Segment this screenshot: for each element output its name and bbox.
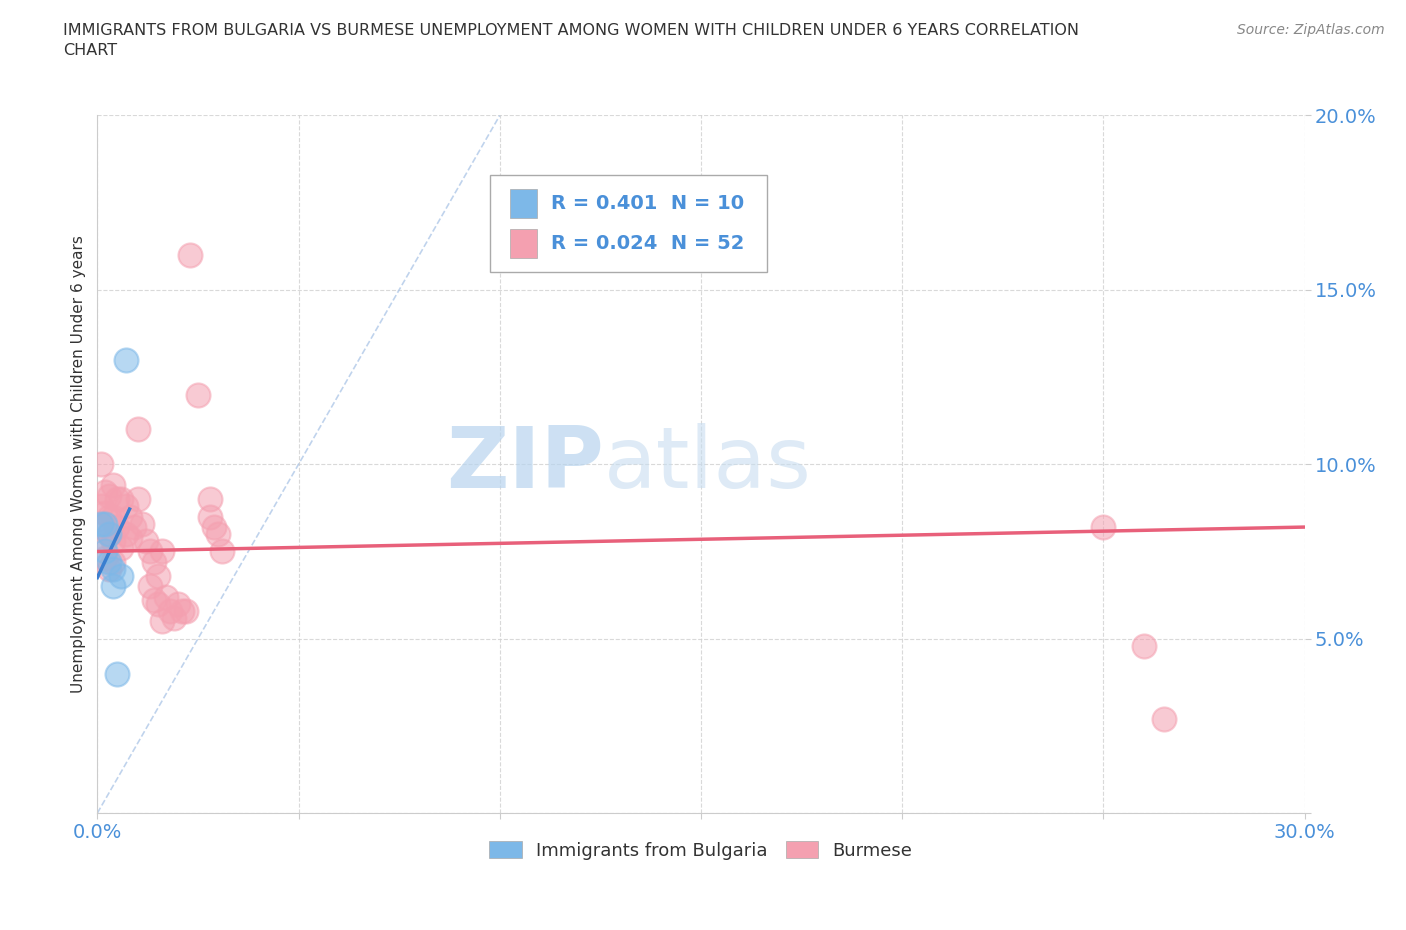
Point <box>94 534 117 549</box>
Point <box>98 554 121 569</box>
Point <box>98 562 121 577</box>
Point <box>127 422 149 437</box>
Text: Source: ZipAtlas.com: Source: ZipAtlas.com <box>1237 23 1385 37</box>
Point <box>150 544 173 559</box>
Y-axis label: Unemployment Among Women with Children Under 6 years: Unemployment Among Women with Children U… <box>72 235 86 693</box>
Point <box>207 526 229 541</box>
Point <box>174 604 197 618</box>
Point <box>90 520 112 535</box>
Point <box>179 247 201 262</box>
Point <box>98 526 121 541</box>
Point <box>90 516 112 531</box>
Point <box>122 520 145 535</box>
Point <box>170 604 193 618</box>
Point <box>114 352 136 367</box>
Point <box>98 526 121 541</box>
Point <box>94 551 117 565</box>
Point <box>142 554 165 569</box>
Point <box>142 593 165 608</box>
Point <box>114 498 136 513</box>
Point <box>118 509 141 524</box>
Point <box>103 579 125 594</box>
Point <box>110 540 132 555</box>
Point <box>198 509 221 524</box>
Point <box>1132 638 1154 653</box>
Text: R = 0.401  N = 10: R = 0.401 N = 10 <box>551 194 744 213</box>
Point <box>107 666 129 681</box>
Point <box>98 509 121 524</box>
Point <box>202 520 225 535</box>
Point <box>146 596 169 611</box>
Point <box>94 485 117 499</box>
Point <box>94 516 117 531</box>
Point <box>211 544 233 559</box>
Point <box>146 568 169 583</box>
Point <box>90 498 112 513</box>
Point <box>150 614 173 629</box>
Point <box>1153 711 1175 726</box>
Point <box>103 509 125 524</box>
Point <box>90 457 112 472</box>
Point <box>138 544 160 559</box>
Point <box>118 530 141 545</box>
FancyBboxPatch shape <box>510 189 537 219</box>
Text: atlas: atlas <box>605 423 813 506</box>
Point <box>127 492 149 507</box>
FancyBboxPatch shape <box>510 229 537 259</box>
Point <box>138 579 160 594</box>
Text: ZIP: ZIP <box>447 423 605 506</box>
Point <box>110 568 132 583</box>
Point <box>163 610 186 625</box>
Point <box>1092 520 1115 535</box>
Point <box>114 526 136 541</box>
FancyBboxPatch shape <box>489 175 768 272</box>
Point <box>198 492 221 507</box>
Point <box>166 596 188 611</box>
Point <box>103 554 125 569</box>
Point <box>187 387 209 402</box>
Point <box>94 506 117 521</box>
Point <box>103 534 125 549</box>
Point <box>94 544 117 559</box>
Point <box>131 516 153 531</box>
Point <box>98 488 121 503</box>
Point <box>107 492 129 507</box>
Legend: Immigrants from Bulgaria, Burmese: Immigrants from Bulgaria, Burmese <box>482 834 920 867</box>
Point <box>155 590 177 604</box>
Point <box>159 604 181 618</box>
Text: R = 0.024  N = 52: R = 0.024 N = 52 <box>551 234 745 253</box>
Point <box>107 520 129 535</box>
Point <box>110 492 132 507</box>
Point <box>103 562 125 577</box>
Point <box>103 478 125 493</box>
Text: IMMIGRANTS FROM BULGARIA VS BURMESE UNEMPLOYMENT AMONG WOMEN WITH CHILDREN UNDER: IMMIGRANTS FROM BULGARIA VS BURMESE UNEM… <box>63 23 1080 58</box>
Point <box>135 534 157 549</box>
